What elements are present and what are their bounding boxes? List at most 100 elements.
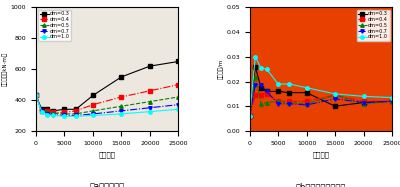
X-axis label: 阵尼系数: 阵尼系数 [312, 151, 329, 158]
dm=0.4 [45, 110, 50, 112]
dm=0.4 [304, 100, 309, 102]
dm=0.4 [264, 93, 269, 95]
Line: dm=0.3: dm=0.3 [248, 65, 394, 118]
dm=0.3 [34, 94, 38, 96]
dm=0.3 [45, 108, 50, 110]
dm=1.0 [258, 67, 263, 69]
dm=0.7 [90, 113, 95, 115]
dm=0.5 [34, 94, 38, 96]
dm=0.5 [390, 100, 394, 102]
dm=0.5 [264, 101, 269, 104]
dm=0.4 [51, 111, 56, 114]
dm=1.0 [62, 115, 67, 117]
dm=0.5 [62, 113, 67, 115]
dm=1.0 [34, 94, 38, 96]
Line: dm=0.7: dm=0.7 [248, 84, 394, 118]
dm=1.0 [176, 108, 181, 110]
dm=0.4 [390, 100, 394, 102]
dm=1.0 [45, 114, 50, 116]
Line: dm=1.0: dm=1.0 [248, 55, 394, 118]
dm=0.3 [361, 101, 366, 104]
dm=1.0 [390, 96, 394, 99]
Y-axis label: 塔底弯矩（kN·m）: 塔底弯矩（kN·m） [2, 52, 8, 86]
dm=0.4 [247, 115, 252, 117]
dm=0.4 [361, 100, 366, 102]
dm=0.5 [51, 112, 56, 114]
Line: dm=1.0: dm=1.0 [34, 94, 180, 118]
dm=0.3 [176, 60, 181, 63]
dm=0.5 [39, 110, 44, 112]
dm=0.3 [39, 108, 44, 110]
dm=0.7 [119, 110, 124, 112]
dm=0.7 [276, 103, 280, 105]
dm=0.7 [390, 100, 394, 102]
dm=0.4 [258, 94, 263, 96]
dm=0.7 [34, 94, 38, 96]
dm=0.4 [176, 83, 181, 86]
dm=0.7 [333, 98, 338, 100]
dm=0.5 [361, 103, 366, 105]
dm=0.5 [45, 111, 50, 114]
dm=0.5 [247, 115, 252, 117]
dm=0.7 [361, 101, 366, 104]
dm=0.5 [258, 103, 263, 105]
Text: （b）梁端纵向位移⁧: （b）梁端纵向位移⁧ [296, 183, 346, 187]
dm=0.3 [74, 108, 78, 110]
dm=0.7 [39, 110, 44, 112]
dm=0.5 [304, 103, 309, 105]
dm=0.7 [253, 84, 258, 86]
dm=0.7 [287, 103, 292, 105]
dm=0.3 [304, 91, 309, 94]
dm=0.5 [90, 110, 95, 112]
dm=0.7 [62, 114, 67, 117]
dm=0.5 [333, 94, 338, 96]
dm=0.4 [62, 111, 67, 114]
Line: dm=0.7: dm=0.7 [34, 94, 180, 117]
dm=0.7 [45, 113, 50, 115]
Line: dm=0.4: dm=0.4 [34, 83, 180, 114]
Legend: dm=0.3, dm=0.4, dm=0.5, dm=0.7, dm=1.0: dm=0.3, dm=0.4, dm=0.5, dm=0.7, dm=1.0 [356, 10, 390, 41]
dm=0.7 [264, 90, 269, 93]
dm=0.4 [119, 96, 124, 98]
Line: dm=0.5: dm=0.5 [34, 94, 180, 116]
dm=0.5 [253, 76, 258, 78]
dm=1.0 [119, 113, 124, 115]
dm=0.5 [148, 100, 152, 103]
dm=1.0 [247, 115, 252, 117]
dm=0.3 [390, 100, 394, 102]
dm=1.0 [51, 114, 56, 117]
dm=1.0 [333, 93, 338, 95]
dm=1.0 [253, 56, 258, 58]
dm=0.5 [176, 96, 181, 98]
dm=0.3 [276, 90, 280, 93]
dm=0.7 [176, 104, 181, 106]
dm=0.5 [74, 113, 78, 115]
X-axis label: 阵尼系数: 阵尼系数 [99, 151, 116, 158]
Text: （a）塔底弯矩: （a）塔底弯矩 [90, 183, 125, 187]
Line: dm=0.5: dm=0.5 [248, 75, 394, 118]
dm=0.4 [276, 100, 280, 102]
dm=0.4 [333, 94, 338, 96]
Line: dm=0.3: dm=0.3 [34, 60, 180, 113]
dm=1.0 [361, 95, 366, 97]
dm=0.3 [90, 94, 95, 96]
dm=0.3 [333, 105, 338, 107]
dm=0.4 [287, 100, 292, 102]
dm=0.4 [90, 104, 95, 106]
dm=0.4 [39, 110, 44, 112]
Y-axis label: 梁端位移/m: 梁端位移/m [218, 59, 223, 79]
dm=0.3 [287, 91, 292, 94]
dm=1.0 [39, 111, 44, 113]
dm=0.4 [253, 94, 258, 96]
dm=0.3 [264, 90, 269, 93]
dm=0.4 [34, 94, 38, 96]
dm=0.7 [258, 84, 263, 86]
dm=1.0 [90, 114, 95, 117]
dm=0.3 [119, 76, 124, 78]
dm=0.7 [148, 107, 152, 109]
dm=0.5 [119, 105, 124, 107]
dm=0.3 [148, 65, 152, 67]
dm=1.0 [304, 87, 309, 89]
dm=0.4 [148, 90, 152, 92]
dm=0.4 [74, 110, 78, 112]
